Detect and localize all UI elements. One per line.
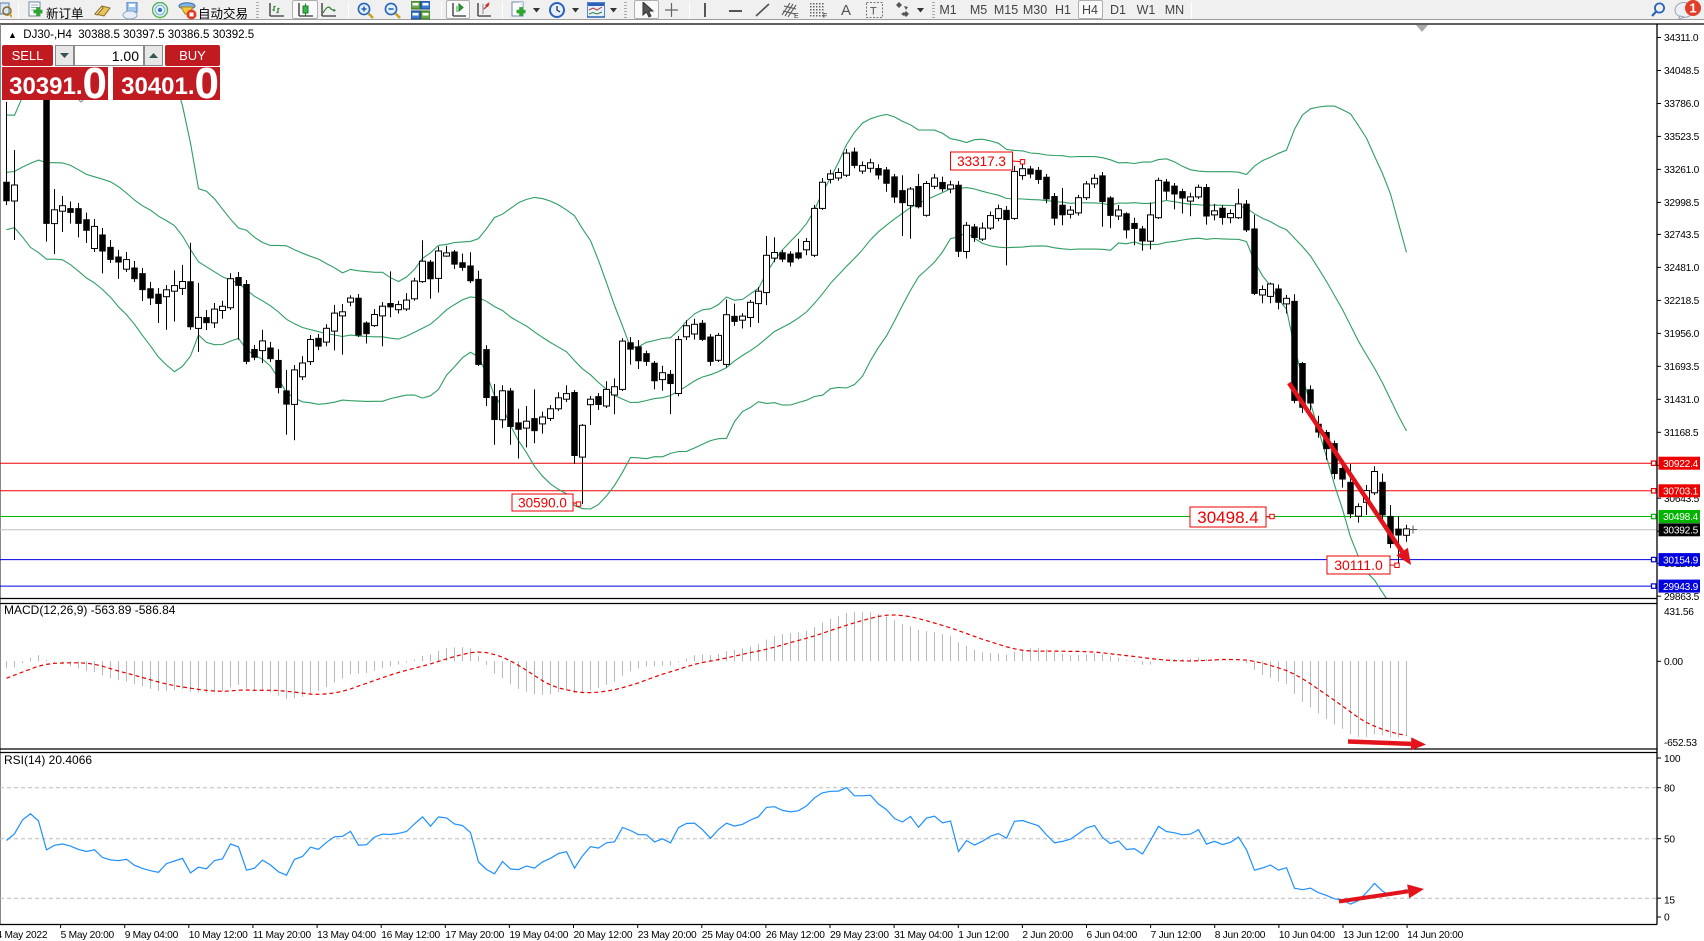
- svg-text:50: 50: [1664, 834, 1675, 845]
- svg-text:431.56: 431.56: [1664, 607, 1694, 618]
- svg-text:F: F: [823, 13, 827, 19]
- svg-text:E: E: [794, 13, 799, 19]
- svg-text:4 May 2022: 4 May 2022: [0, 930, 48, 941]
- svg-text:33523.5: 33523.5: [1664, 132, 1700, 143]
- svg-text:29863.5: 29863.5: [1664, 592, 1700, 603]
- svg-text:30590.0: 30590.0: [518, 495, 567, 510]
- svg-text:8 Jun 20:00: 8 Jun 20:00: [1215, 930, 1266, 941]
- svg-text:1 Jun 12:00: 1 Jun 12:00: [958, 930, 1009, 941]
- svg-text:100: 100: [1664, 754, 1681, 765]
- svg-text:30643.5: 30643.5: [1664, 494, 1700, 505]
- svg-text:9 May 04:00: 9 May 04:00: [125, 930, 179, 941]
- svg-text:29 May 23:00: 29 May 23:00: [830, 930, 889, 941]
- svg-text:0: 0: [1664, 913, 1670, 924]
- svg-text:0.00: 0.00: [1664, 657, 1683, 668]
- svg-text:RSI(14) 20.4066: RSI(14) 20.4066: [4, 753, 92, 767]
- svg-text:19 May 04:00: 19 May 04:00: [509, 930, 568, 941]
- svg-text:14 Jun 20:00: 14 Jun 20:00: [1407, 930, 1463, 941]
- svg-text:30154.9: 30154.9: [1663, 555, 1699, 566]
- svg-text:32743.5: 32743.5: [1664, 230, 1700, 241]
- svg-text:32998.5: 32998.5: [1664, 198, 1700, 209]
- svg-text:10 Jun 04:00: 10 Jun 04:00: [1279, 930, 1335, 941]
- svg-text:13 Jun 12:00: 13 Jun 12:00: [1343, 930, 1399, 941]
- svg-text:34048.5: 34048.5: [1664, 66, 1700, 77]
- svg-text:2 Jun 20:00: 2 Jun 20:00: [1022, 930, 1073, 941]
- svg-text:30111.0: 30111.0: [1334, 557, 1383, 573]
- svg-text:1: 1: [1689, 1, 1696, 16]
- svg-text:31431.0: 31431.0: [1664, 395, 1700, 406]
- svg-text:16 May 12:00: 16 May 12:00: [381, 930, 440, 941]
- svg-text:31956.0: 31956.0: [1664, 329, 1700, 340]
- svg-text:7 Jun 12:00: 7 Jun 12:00: [1151, 930, 1202, 941]
- svg-text:30498.4: 30498.4: [1197, 508, 1258, 527]
- svg-text:30498.4: 30498.4: [1663, 512, 1699, 523]
- svg-text:33317.3: 33317.3: [957, 154, 1006, 169]
- svg-text:T: T: [870, 6, 877, 18]
- svg-text:31168.5: 31168.5: [1664, 428, 1699, 439]
- svg-text:10 May 12:00: 10 May 12:00: [189, 930, 248, 941]
- svg-text:11 May 20:00: 11 May 20:00: [253, 930, 312, 941]
- svg-text:25 May 04:00: 25 May 04:00: [702, 930, 761, 941]
- svg-text:6 Jun 04:00: 6 Jun 04:00: [1087, 930, 1138, 941]
- svg-text:17 May 20:00: 17 May 20:00: [445, 930, 504, 941]
- svg-text:29943.9: 29943.9: [1663, 582, 1699, 593]
- svg-text:30922.4: 30922.4: [1663, 459, 1699, 470]
- svg-text:30703.1: 30703.1: [1663, 487, 1699, 498]
- svg-text:26 May 12:00: 26 May 12:00: [766, 930, 825, 941]
- svg-text:5 May 20:00: 5 May 20:00: [61, 930, 115, 941]
- svg-text:33786.0: 33786.0: [1664, 99, 1700, 110]
- svg-text:32218.5: 32218.5: [1664, 296, 1700, 307]
- svg-text:31 May 04:00: 31 May 04:00: [894, 930, 953, 941]
- svg-text:15: 15: [1664, 895, 1675, 906]
- svg-text:34311.0: 34311.0: [1664, 33, 1699, 44]
- svg-text:23 May 20:00: 23 May 20:00: [638, 930, 697, 941]
- svg-text:13 May 04:00: 13 May 04:00: [317, 930, 376, 941]
- svg-text:30392.5: 30392.5: [1663, 526, 1699, 537]
- svg-text:-652.53: -652.53: [1664, 738, 1697, 749]
- svg-text:33261.0: 33261.0: [1664, 165, 1700, 176]
- svg-text:20 May 12:00: 20 May 12:00: [574, 930, 633, 941]
- svg-text:MACD(12,26,9) -563.89 -586.84: MACD(12,26,9) -563.89 -586.84: [4, 603, 176, 617]
- svg-text:32481.0: 32481.0: [1664, 263, 1700, 274]
- svg-text:31693.5: 31693.5: [1664, 362, 1700, 373]
- svg-text:80: 80: [1664, 783, 1675, 794]
